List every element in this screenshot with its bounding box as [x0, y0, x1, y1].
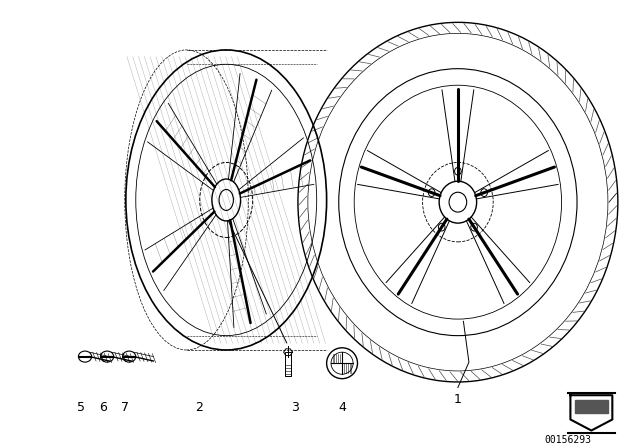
Text: 5: 5 [77, 401, 84, 414]
Text: 1: 1 [454, 393, 462, 406]
Text: 4: 4 [338, 401, 346, 414]
Text: 3: 3 [291, 401, 299, 414]
Polygon shape [575, 400, 608, 413]
Bar [285, 352, 291, 376]
Text: 00156293: 00156293 [545, 435, 591, 445]
Text: 7: 7 [121, 401, 129, 414]
Text: 6: 6 [99, 401, 107, 414]
Text: 2: 2 [195, 401, 203, 414]
